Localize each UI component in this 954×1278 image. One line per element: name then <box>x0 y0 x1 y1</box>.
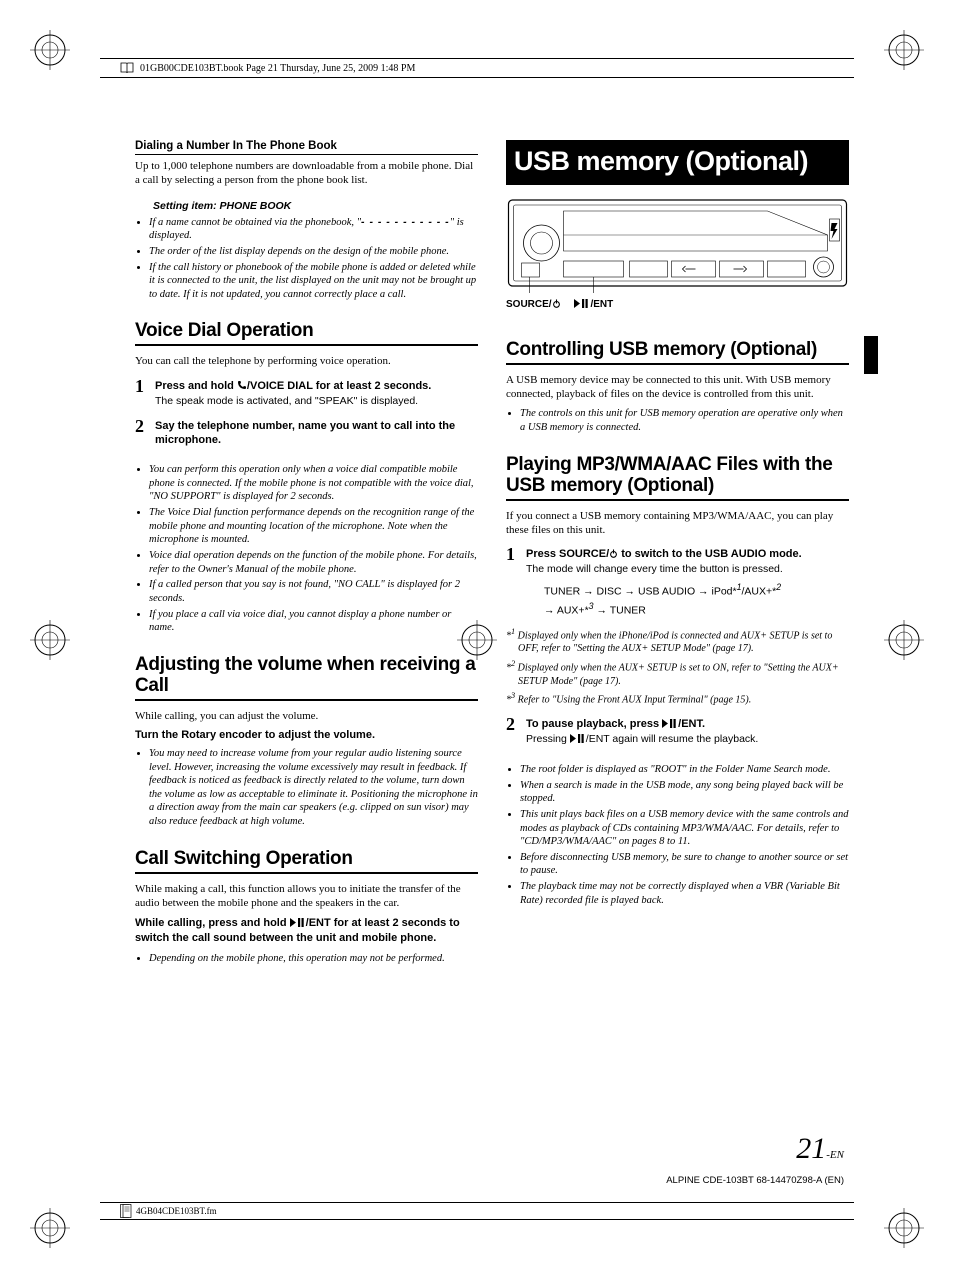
phonebook-heading: Dialing a Number In The Phone Book <box>135 140 478 155</box>
note-item: If you place a call via voice dial, you … <box>149 608 478 635</box>
chapter-title: USB memory (Optional) <box>506 140 849 185</box>
power-icon <box>609 549 618 558</box>
playing-steps: Press SOURCE/ to switch to the USB AUDIO… <box>506 547 849 757</box>
step-1: Press and hold /VOICE DIAL for at least … <box>135 379 478 409</box>
footer-text: 4GB04CDE103BT.fm <box>136 1206 217 1216</box>
regmark-bl <box>30 1208 70 1248</box>
volume-heading: Adjusting the volume when receiving a Ca… <box>135 655 478 701</box>
power-icon <box>552 299 561 308</box>
mode-chain: TUNER → DISC → USB AUDIO → iPod*1/AUX+*2… <box>544 581 849 620</box>
voice-intro: You can call the telephone by performing… <box>135 354 478 368</box>
play-pause-icon <box>574 299 590 308</box>
controlling-notes: The controls on this unit for USB memory… <box>506 407 849 436</box>
voice-steps: Press and hold /VOICE DIAL for at least … <box>135 379 478 458</box>
note-item: Depending on the mobile phone, this oper… <box>149 952 478 966</box>
switch-intro: While making a call, this function allow… <box>135 882 478 911</box>
footnotes: *1 Displayed only when the iPhone/iPod i… <box>506 626 849 707</box>
step-2: To pause playback, press /ENT. Pressing … <box>506 717 849 747</box>
note-item: The playback time may not be correctly d… <box>520 880 849 907</box>
note-item: The root folder is displayed as "ROOT" i… <box>520 763 849 777</box>
regmark-tl <box>30 30 70 70</box>
footnote-3: *3 Refer to "Using the Front AUX Input T… <box>506 690 849 707</box>
note-item: Before disconnecting USB memory, be sure… <box>520 851 849 878</box>
regmark-mr <box>884 620 924 660</box>
step-body: The mode will change every time the butt… <box>526 563 849 577</box>
playing-notes: The root folder is displayed as "ROOT" i… <box>506 763 849 909</box>
play-pause-icon <box>662 719 678 728</box>
book-icon <box>120 61 134 75</box>
note-item: The controls on this unit for USB memory… <box>520 407 849 434</box>
page-footer: 4GB04CDE103BT.fm <box>100 1202 854 1220</box>
page-header: 01GB00CDE103BT.book Page 21 Thursday, Ju… <box>100 58 854 78</box>
controlling-heading: Controlling USB memory (Optional) <box>506 340 849 365</box>
section-tab <box>864 336 878 374</box>
note-item: If a called person that you say is not f… <box>149 578 478 605</box>
switch-command: While calling, press and hold /ENT for a… <box>135 916 478 946</box>
voice-dial-heading: Voice Dial Operation <box>135 321 478 346</box>
playing-heading: Playing MP3/WMA/AAC Files with the USB m… <box>506 455 849 501</box>
phonebook-notes: If a name cannot be obtained via the pho… <box>135 216 478 304</box>
regmark-ml <box>30 620 70 660</box>
right-column: USB memory (Optional) <box>506 140 849 1168</box>
volume-notes: You may need to increase volume from you… <box>135 747 478 831</box>
phonebook-body: Up to 1,000 telephone numbers are downlo… <box>135 159 478 188</box>
step-1: Press SOURCE/ to switch to the USB AUDIO… <box>506 547 849 707</box>
step-2: Say the telephone number, name you want … <box>135 419 478 448</box>
setting-item: Setting item: PHONE BOOK <box>153 200 478 212</box>
play-pause-icon <box>570 734 586 743</box>
step-head: Say the telephone number, name you want … <box>155 419 478 448</box>
page-number: 21-EN <box>796 1132 844 1166</box>
device-diagram <box>506 199 849 293</box>
left-column: Dialing a Number In The Phone Book Up to… <box>135 140 478 1168</box>
switch-heading: Call Switching Operation <box>135 849 478 874</box>
regmark-br <box>884 1208 924 1248</box>
diagram-callouts: SOURCE/ /ENT <box>506 299 849 310</box>
footnote-1: *1 Displayed only when the iPhone/iPod i… <box>506 626 849 656</box>
phone-icon <box>237 380 247 390</box>
controlling-intro: A USB memory device may be connected to … <box>506 373 849 402</box>
step-head: To pause playback, press /ENT. <box>526 717 849 731</box>
note-item: The order of the list display depends on… <box>149 245 478 259</box>
doc-icon <box>120 1204 132 1218</box>
note-item: Voice dial operation depends on the func… <box>149 549 478 576</box>
step-body: Pressing /ENT again will resume the play… <box>526 733 849 747</box>
footnote-2: *2 Displayed only when the AUX+ SETUP is… <box>506 658 849 688</box>
regmark-tr <box>884 30 924 70</box>
volume-command: Turn the Rotary encoder to adjust the vo… <box>135 729 478 741</box>
play-pause-icon <box>290 918 306 927</box>
note-item: This unit plays back files on a USB memo… <box>520 808 849 849</box>
note-item: You may need to increase volume from you… <box>149 747 478 829</box>
switch-notes: Depending on the mobile phone, this oper… <box>135 952 478 968</box>
header-text: 01GB00CDE103BT.book Page 21 Thursday, Ju… <box>140 63 415 74</box>
note-item: You can perform this operation only when… <box>149 463 478 504</box>
note-item: When a search is made in the USB mode, a… <box>520 779 849 806</box>
step-head: Press and hold /VOICE DIAL for at least … <box>155 379 478 393</box>
note-item: If the call history or phonebook of the … <box>149 261 478 302</box>
voice-notes: You can perform this operation only when… <box>135 463 478 637</box>
note-item: If a name cannot be obtained via the pho… <box>149 216 478 243</box>
volume-intro: While calling, you can adjust the volume… <box>135 709 478 723</box>
step-head: Press SOURCE/ to switch to the USB AUDIO… <box>526 547 849 561</box>
note-item: The Voice Dial function performance depe… <box>149 506 478 547</box>
doc-id: ALPINE CDE-103BT 68-14470Z98-A (EN) <box>666 1175 844 1186</box>
playing-intro: If you connect a USB memory containing M… <box>506 509 849 538</box>
page-content: Dialing a Number In The Phone Book Up to… <box>135 140 849 1168</box>
step-body: The speak mode is activated, and "SPEAK"… <box>155 395 478 409</box>
